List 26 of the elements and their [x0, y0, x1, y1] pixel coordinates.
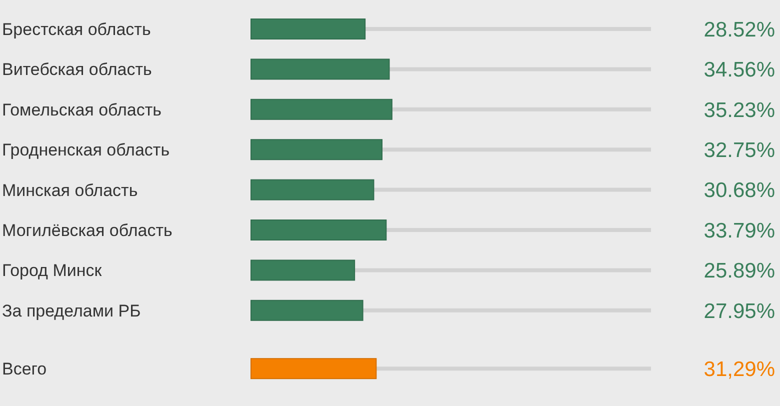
data-label: 32.75% [704, 138, 775, 162]
y-tick-label: Город Минск [2, 261, 102, 280]
data-label: 34.56% [704, 58, 775, 82]
y-tick-label: Брестская область [2, 20, 151, 39]
bar [250, 300, 364, 321]
data-label: 30.68% [704, 179, 775, 202]
y-tick-label: Минская область [2, 180, 138, 200]
y-tick-label: Гомельская область [2, 100, 162, 120]
y-tick-label: Гродненская область [2, 140, 170, 160]
bar [250, 179, 374, 200]
bar [250, 98, 392, 120]
bar [250, 139, 382, 160]
data-label: 33.79% [704, 219, 775, 242]
data-label: 35.23% [704, 98, 775, 122]
data-label: 31,29% [704, 358, 775, 381]
data-label: 27.95% [704, 300, 775, 323]
bar [250, 58, 390, 80]
y-tick-label: Витебская область [2, 60, 152, 80]
bar [250, 260, 356, 281]
data-label: 28.52% [704, 18, 775, 42]
data-label: 25.89% [704, 260, 775, 283]
bar [250, 220, 387, 240]
bar [250, 18, 366, 40]
y-tick-label: Всего [2, 360, 47, 379]
y-tick-label: За пределами РБ [2, 301, 141, 320]
y-tick-label: Могилёвская область [2, 220, 172, 240]
